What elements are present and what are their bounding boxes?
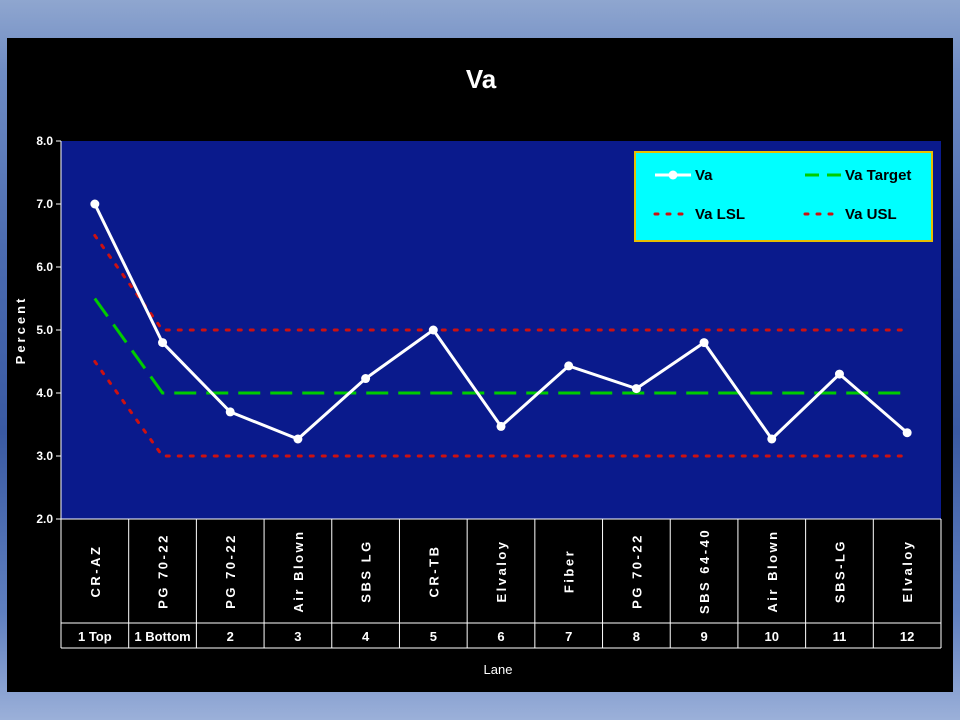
y-axis-title: Percent	[13, 296, 28, 365]
data-point-va	[428, 325, 438, 335]
legend: Va Va Target Va LSL Va USL	[634, 151, 933, 242]
legend-label-va-lsl: Va LSL	[695, 206, 745, 223]
data-point-va	[90, 199, 100, 209]
legend-label-va-target: Va Target	[845, 167, 911, 184]
x-axis-title: Lane	[484, 662, 513, 677]
x-category-label: Air Blown	[291, 529, 306, 612]
chart-slide: Va 2.0 3.0 4.0 5.0 6.0 7.0 8.0 Percent CR-AZ PG…	[7, 38, 953, 692]
x-category-label: PG 70-22	[223, 533, 238, 609]
legend-label-va-usl: Va USL	[845, 206, 897, 223]
x-lane-label: 12	[900, 629, 914, 644]
legend-marker-va	[668, 170, 678, 180]
y-tick-label: 3.0	[36, 449, 53, 463]
data-point-va	[225, 407, 235, 417]
x-category-label: SBS-LG	[832, 539, 847, 603]
data-point-va	[834, 369, 844, 379]
data-point-va	[631, 384, 641, 394]
x-lane-label: 1 Bottom	[134, 629, 190, 644]
chart-canvas: Va 2.0 3.0 4.0 5.0 6.0 7.0 8.0 Percent CR-AZ PG…	[13, 64, 942, 677]
chart-title: Va	[466, 64, 497, 94]
data-point-va	[699, 338, 709, 348]
x-lane-label: 3	[294, 629, 301, 644]
y-tick-label: 6.0	[36, 260, 53, 274]
data-point-va	[564, 361, 574, 371]
x-lane-label: 9	[700, 629, 707, 644]
x-lane-label: 2	[227, 629, 234, 644]
x-lane-label: 6	[497, 629, 504, 644]
y-tick-label: 8.0	[36, 134, 53, 148]
x-category-label: Elvaloy	[900, 539, 915, 602]
y-tick-label: 2.0	[36, 512, 53, 526]
data-point-va	[496, 421, 506, 431]
x-category-label: Air Blown	[765, 529, 780, 612]
series-line-va-target	[93, 297, 908, 395]
x-lane-label: 7	[565, 629, 572, 644]
y-axis: 2.0 3.0 4.0 5.0 6.0 7.0 8.0	[36, 134, 62, 526]
series-line-va-lsl	[93, 360, 909, 458]
data-point-va	[902, 428, 912, 438]
x-category-label: CR-TB	[426, 545, 441, 598]
legend-box	[634, 151, 933, 242]
x-lane-label: 1 Top	[78, 629, 112, 644]
x-lane-label: 11	[833, 629, 847, 644]
x-category-label: SBS 64-40	[697, 528, 712, 614]
x-lane-label: 10	[765, 629, 779, 644]
x-lane-label: 8	[633, 629, 640, 644]
x-category-label: Elvaloy	[494, 539, 509, 602]
x-lane-label: 4	[362, 629, 370, 644]
series-line-va-usl	[93, 234, 909, 332]
data-point-va	[361, 374, 371, 384]
data-point-va	[293, 434, 303, 444]
x-lane-label: 5	[430, 629, 437, 644]
x-category-label: PG 70-22	[156, 533, 171, 609]
x-category-label: PG 70-22	[629, 533, 644, 609]
y-tick-label: 5.0	[36, 323, 53, 337]
y-tick-label: 4.0	[36, 386, 53, 400]
x-category-label: Fiber	[562, 549, 577, 593]
x-axis-table: CR-AZ PG 70-22 PG 70-22 Air Blown SBS LG CR-T…	[60, 518, 942, 649]
data-point-va	[767, 434, 777, 444]
x-category-label: SBS LG	[359, 539, 374, 602]
series-lines	[90, 199, 912, 458]
y-tick-label: 7.0	[36, 197, 53, 211]
x-category-label: CR-AZ	[88, 545, 103, 598]
data-point-va	[158, 338, 168, 348]
legend-label-va: Va	[695, 167, 713, 184]
